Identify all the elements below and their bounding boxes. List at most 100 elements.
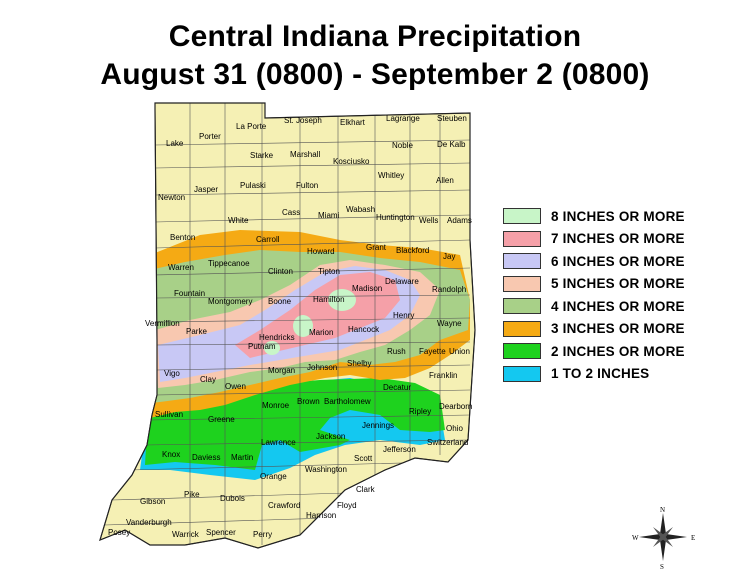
county-label-martin: Martin: [231, 453, 253, 462]
legend-label: 8 INCHES OR MORE: [551, 208, 685, 224]
county-label-marion: Marion: [309, 328, 333, 337]
county-label-lake: Lake: [166, 139, 184, 148]
county-label-elkhart: Elkhart: [340, 118, 366, 127]
county-label-carroll: Carroll: [256, 235, 280, 244]
county-label-st-joseph: St. Joseph: [284, 116, 322, 125]
legend-swatch: [503, 230, 541, 247]
county-label-vermillion: Vermillion: [145, 319, 180, 328]
county-label-la-porte: La Porte: [236, 122, 267, 131]
legend-label: 1 TO 2 INCHES: [551, 366, 650, 382]
county-label-ohio: Ohio: [446, 424, 463, 433]
county-label-switzerland: Switzerland: [427, 438, 468, 447]
legend-label: 3 INCHES OR MORE: [551, 321, 685, 337]
map-title-line1: Central Indiana Precipitation: [168, 20, 582, 53]
county-label-montgomery: Montgomery: [208, 297, 252, 306]
county-label-clark: Clark: [356, 485, 376, 494]
county-label-decatur: Decatur: [383, 383, 411, 392]
legend-swatch: [503, 365, 541, 382]
compass-s: S: [660, 563, 664, 571]
county-label-union: Union: [449, 347, 470, 356]
county-label-noble: Noble: [392, 141, 413, 150]
legend-label: 5 INCHES OR MORE: [551, 276, 685, 292]
zone-8-marion: [293, 315, 313, 337]
county-label-hancock: Hancock: [348, 325, 380, 334]
county-label-jennings: Jennings: [362, 421, 394, 430]
zone-8-hamilton: [328, 289, 356, 311]
county-label-lawrence: Lawrence: [261, 438, 296, 447]
precipitation-legend: 8 INCHES OR MORE 7 INCHES OR MORE 6 INCHES…: [503, 205, 748, 385]
county-label-perry: Perry: [253, 530, 272, 539]
county-label-clinton: Clinton: [268, 267, 293, 276]
county-boundaries: [104, 103, 471, 545]
county-label-hendricks: Hendricks: [259, 333, 295, 342]
county-label-grant: Grant: [366, 243, 387, 252]
county-label-randolph: Randolph: [432, 285, 466, 294]
county-label-wells: Wells: [419, 216, 438, 225]
legend-item: 6 INCHES OR MORE: [503, 250, 748, 273]
county-label-johnson: Johnson: [307, 363, 337, 372]
county-label-brown: Brown: [297, 397, 320, 406]
county-label-pike: Pike: [184, 490, 200, 499]
county-label-warren: Warren: [168, 263, 194, 272]
legend-item: 4 INCHES OR MORE: [503, 295, 748, 318]
legend-item: 3 INCHES OR MORE: [503, 318, 748, 341]
legend-swatch: [503, 298, 541, 315]
county-labels: St. Joseph Elkhart Lagrange Steuben La Porte…: [108, 114, 472, 539]
county-label-kosciusko: Kosciusko: [333, 157, 370, 166]
county-label-boone: Boone: [268, 297, 292, 306]
county-label-cass: Cass: [282, 208, 300, 217]
county-label-steuben: Steuben: [437, 114, 467, 123]
county-label-miami: Miami: [318, 211, 340, 220]
county-label-crawford: Crawford: [268, 501, 300, 510]
legend-swatch: [503, 253, 541, 270]
county-label-wabash: Wabash: [346, 205, 375, 214]
county-label-franklin: Franklin: [429, 371, 457, 380]
county-label-tippecanoe: Tippecanoe: [208, 259, 250, 268]
county-label-putnam: Putnam: [248, 342, 276, 351]
county-label-jasper: Jasper: [194, 185, 218, 194]
county-label-whitley: Whitley: [378, 171, 404, 180]
compass-e: E: [691, 534, 695, 542]
county-label-starke: Starke: [250, 151, 274, 160]
compass-w: W: [632, 534, 639, 542]
legend-item: 2 INCHES OR MORE: [503, 340, 748, 363]
county-label-posey: Posey: [108, 528, 130, 537]
county-label-delaware: Delaware: [385, 277, 419, 286]
legend-item: 8 INCHES OR MORE: [503, 205, 748, 228]
county-label-monroe: Monroe: [262, 401, 290, 410]
county-label-washington: Washington: [305, 465, 347, 474]
county-label-henry: Henry: [393, 311, 414, 320]
county-label-blackford: Blackford: [396, 246, 429, 255]
county-label-jackson: Jackson: [316, 432, 345, 441]
county-label-vigo: Vigo: [164, 369, 180, 378]
county-label-white: White: [228, 216, 249, 225]
county-label-madison: Madison: [352, 284, 382, 293]
county-label-morgan: Morgan: [268, 366, 295, 375]
legend-label: 7 INCHES OR MORE: [551, 231, 685, 247]
legend-swatch: [503, 343, 541, 360]
compass-n: N: [660, 506, 665, 514]
legend-item: 1 TO 2 INCHES: [503, 363, 748, 386]
county-label-pulaski: Pulaski: [240, 181, 266, 190]
county-label-harrison: Harrison: [306, 511, 336, 520]
county-label-scott: Scott: [354, 454, 373, 463]
county-label-spencer: Spencer: [206, 528, 236, 537]
county-label-ripley: Ripley: [409, 407, 431, 416]
legend-item: 7 INCHES OR MORE: [503, 228, 748, 251]
county-label-warrick: Warrick: [172, 530, 200, 539]
county-label-daviess: Daviess: [192, 453, 220, 462]
county-label-fayette: Fayette: [419, 347, 446, 356]
county-label-owen: Owen: [225, 382, 246, 391]
legend-label: 6 INCHES OR MORE: [551, 253, 685, 269]
legend-item: 5 INCHES OR MORE: [503, 273, 748, 296]
county-label-howard: Howard: [307, 247, 335, 256]
legend-swatch: [503, 275, 541, 292]
county-label-vanderburgh: Vanderburgh: [126, 518, 172, 527]
county-label-lagrange: Lagrange: [386, 114, 420, 123]
legend-label: 4 INCHES OR MORE: [551, 298, 685, 314]
county-label-greene: Greene: [208, 415, 235, 424]
county-label-clay: Clay: [200, 375, 216, 384]
county-label-knox: Knox: [162, 450, 180, 459]
county-label-benton: Benton: [170, 233, 195, 242]
